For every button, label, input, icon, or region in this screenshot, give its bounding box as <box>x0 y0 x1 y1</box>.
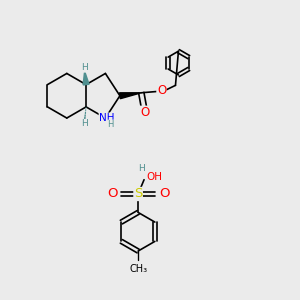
Text: O: O <box>107 188 117 200</box>
Text: OH: OH <box>146 172 162 182</box>
Text: H: H <box>81 63 88 72</box>
Text: H: H <box>138 164 145 173</box>
Text: O: O <box>159 188 169 200</box>
Text: CH₃: CH₃ <box>129 264 147 274</box>
Text: S: S <box>134 188 142 200</box>
Polygon shape <box>119 93 141 99</box>
Text: O: O <box>140 106 149 119</box>
Text: O: O <box>157 84 166 97</box>
Text: NH: NH <box>99 113 115 123</box>
Text: H: H <box>81 119 88 128</box>
Polygon shape <box>83 71 89 85</box>
Text: H: H <box>108 120 114 129</box>
